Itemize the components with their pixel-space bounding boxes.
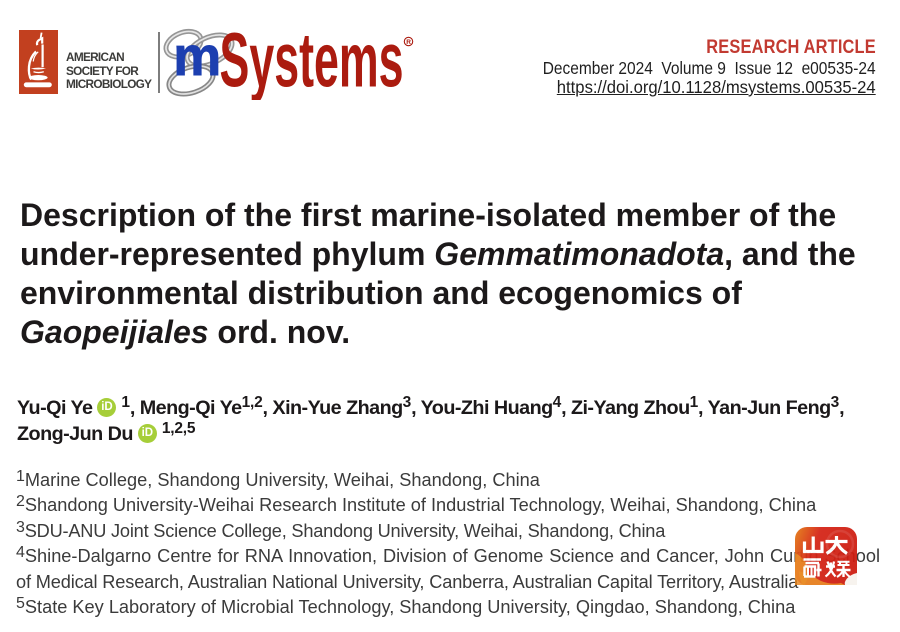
svg-text:Systems: Systems [220, 25, 404, 100]
svg-text:R: R [406, 39, 411, 46]
svg-text:m: m [173, 25, 221, 87]
